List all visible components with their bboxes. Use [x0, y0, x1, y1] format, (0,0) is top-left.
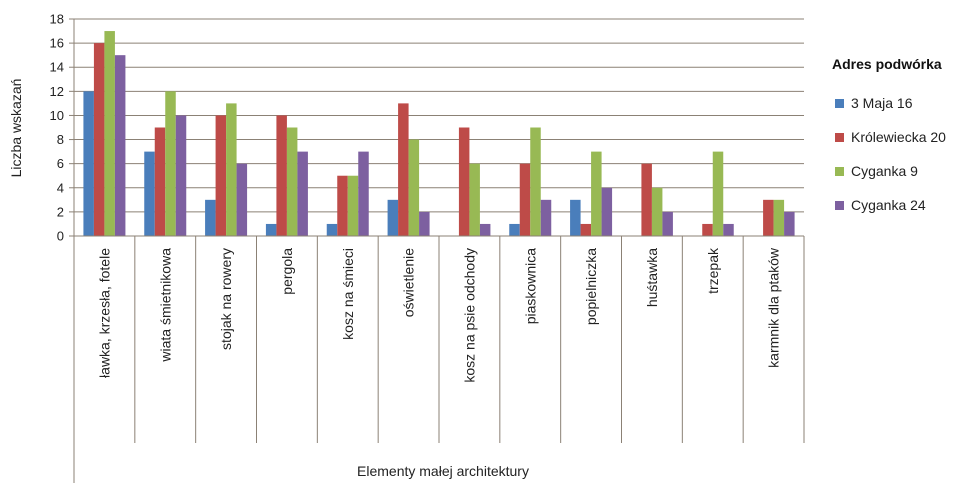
bar — [540, 199, 552, 236]
bar — [763, 199, 774, 236]
bar — [702, 223, 713, 236]
bar — [570, 199, 581, 236]
bar — [651, 187, 663, 236]
bar — [712, 151, 724, 236]
bar — [297, 151, 308, 236]
bar — [83, 91, 94, 236]
y-tick-label: 16 — [50, 36, 64, 51]
bar — [104, 31, 115, 236]
category-label: wiata śmietnikowa — [157, 248, 173, 363]
y-tick-label: 18 — [50, 12, 64, 27]
bar — [236, 163, 248, 236]
bar — [144, 151, 155, 236]
bar — [530, 127, 541, 236]
bar — [347, 175, 359, 236]
bar — [387, 199, 399, 236]
category-label: popielniczka — [583, 248, 599, 325]
bar — [641, 163, 652, 236]
legend-swatch — [835, 167, 844, 176]
bar — [205, 199, 216, 236]
bar — [408, 139, 420, 236]
bar — [337, 175, 348, 236]
bar — [398, 103, 409, 236]
category-label: karmnik dla ptaków — [766, 247, 782, 368]
y-tick-label: 2 — [57, 204, 64, 219]
y-tick-label: 0 — [57, 229, 64, 244]
bar — [601, 187, 613, 236]
category-label: kosz na psie odchody — [461, 248, 477, 383]
bar — [591, 151, 602, 236]
bar — [175, 115, 187, 236]
legend: 3 Maja 16 Królewiecka 20 Cyganka 9 Cyganka … — [835, 95, 946, 213]
y-tick-label: 6 — [57, 156, 64, 171]
bar — [358, 151, 369, 236]
y-tick-label: 10 — [50, 108, 64, 123]
bar — [276, 115, 287, 236]
bar — [286, 127, 298, 236]
y-axis-title: Liczba wskazań — [8, 79, 24, 178]
category-label: oświetlenie — [401, 248, 417, 317]
bar — [114, 55, 126, 236]
legend-swatch — [835, 99, 844, 108]
bar — [419, 211, 430, 236]
legend-label: Cyganka 24 — [851, 197, 926, 213]
category-label: ławka, krzesła, fotele — [96, 248, 112, 378]
bar — [509, 223, 520, 236]
bar — [723, 223, 734, 236]
bar — [580, 223, 592, 236]
bar — [773, 199, 785, 236]
legend-title: Adres podwórka — [832, 56, 942, 72]
bar — [165, 91, 176, 236]
bar — [662, 211, 673, 236]
bar — [458, 127, 470, 236]
category-label: trzepak — [705, 247, 721, 294]
bar — [519, 163, 531, 236]
bar — [226, 103, 237, 236]
bar — [469, 163, 480, 236]
legend-label: Królewiecka 20 — [851, 129, 946, 145]
y-tick-label: 12 — [50, 84, 64, 99]
bar — [265, 223, 277, 236]
bar — [479, 223, 491, 236]
category-label: pergola — [279, 248, 295, 295]
y-tick-label: 4 — [57, 180, 64, 195]
y-tick-label: 8 — [57, 132, 64, 147]
category-label: huśtawka — [644, 248, 660, 307]
bar — [93, 43, 105, 236]
bar — [215, 115, 227, 236]
legend-swatch — [835, 133, 844, 142]
bar — [326, 223, 338, 236]
x-axis-title: Elementy małej architektury — [357, 463, 529, 479]
legend-swatch — [835, 201, 844, 210]
y-tick-label: 14 — [50, 60, 64, 75]
category-label: stojak na rowery — [218, 248, 234, 350]
legend-label: 3 Maja 16 — [851, 95, 913, 111]
bar — [784, 211, 795, 236]
category-label: piaskownica — [522, 248, 538, 324]
legend-label: Cyganka 9 — [851, 163, 918, 179]
bar — [154, 127, 166, 236]
category-label: kosz na śmieci — [340, 248, 356, 340]
